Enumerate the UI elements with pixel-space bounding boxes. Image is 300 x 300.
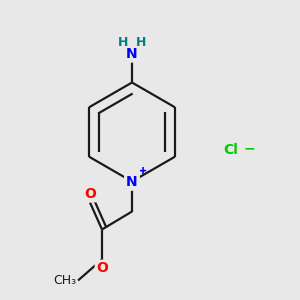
Text: −: − xyxy=(243,142,255,155)
Text: N: N xyxy=(126,47,138,61)
Text: CH₃: CH₃ xyxy=(53,274,76,287)
Text: O: O xyxy=(96,261,108,275)
Text: Cl: Cl xyxy=(224,143,238,157)
Text: +: + xyxy=(139,166,147,176)
Text: H: H xyxy=(136,37,146,50)
Text: H: H xyxy=(118,37,128,50)
Text: O: O xyxy=(84,187,96,201)
Text: +: + xyxy=(139,166,147,176)
Text: N: N xyxy=(126,175,138,188)
Text: N: N xyxy=(126,175,138,188)
